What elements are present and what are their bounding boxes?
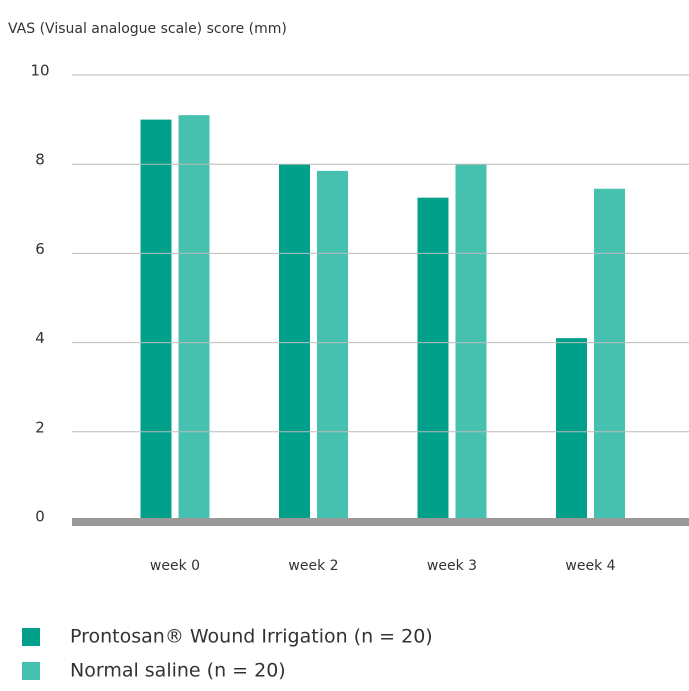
x-tick-label: week 0 bbox=[150, 558, 200, 574]
legend-label: Prontosan® Wound Irrigation (n = 20) bbox=[70, 626, 433, 648]
legend-label: Normal saline (n = 20) bbox=[70, 660, 286, 682]
y-axis-label: VAS (Visual analogue scale) score (mm) bbox=[8, 21, 287, 37]
bar bbox=[140, 119, 172, 521]
y-tick-label: 4 bbox=[35, 329, 45, 347]
x-tick-label: week 3 bbox=[427, 558, 477, 574]
y-tick-label: 8 bbox=[35, 151, 45, 169]
y-tick-label: 10 bbox=[30, 62, 49, 80]
bar bbox=[594, 188, 625, 522]
bar bbox=[556, 338, 587, 521]
bar bbox=[417, 197, 449, 521]
y-tick-label: 6 bbox=[35, 240, 45, 258]
x-tick-label: week 4 bbox=[565, 558, 615, 574]
legend-swatch bbox=[22, 662, 40, 680]
bar bbox=[317, 170, 348, 521]
y-tick-label: 2 bbox=[35, 418, 45, 436]
bar bbox=[178, 115, 210, 521]
y-tick-label: 0 bbox=[35, 508, 45, 526]
x-tick-label: week 2 bbox=[288, 558, 338, 574]
legend-swatch bbox=[22, 628, 40, 646]
